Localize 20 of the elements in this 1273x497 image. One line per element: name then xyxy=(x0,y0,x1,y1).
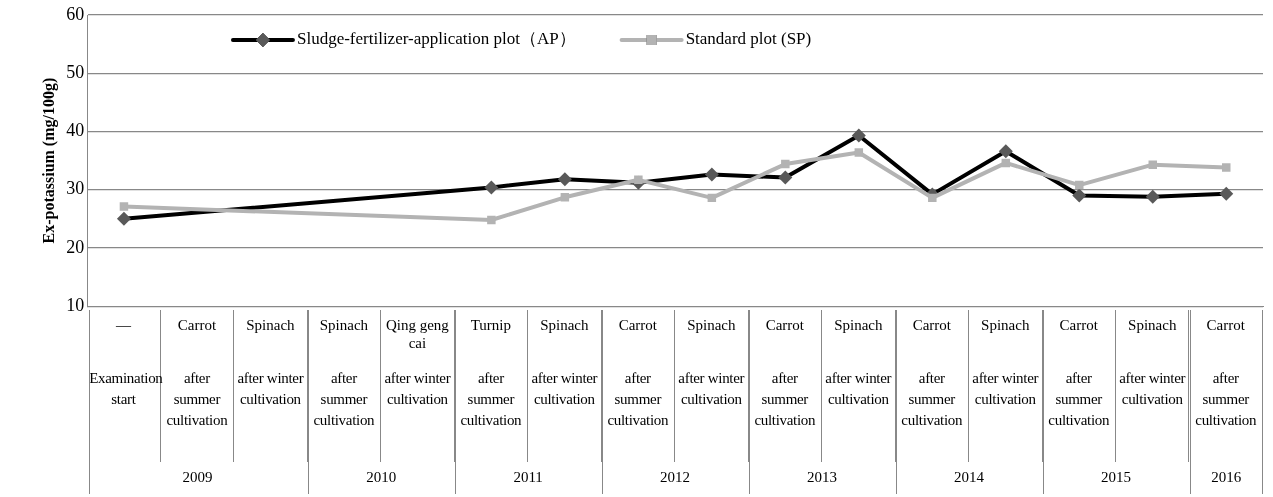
y-tick-label: 20 xyxy=(66,236,85,257)
point xyxy=(781,159,790,169)
point xyxy=(928,193,937,203)
legend-label: Standard plot (SP) xyxy=(685,29,812,49)
point xyxy=(1148,160,1158,169)
y-tick-label: 30 xyxy=(66,178,85,199)
legend-label: Sludge-fertilizer-application plot（AP） xyxy=(296,29,576,49)
point xyxy=(119,202,129,211)
point xyxy=(487,215,496,225)
y-tick-label: 50 xyxy=(66,61,85,82)
y-tick-label: 60 xyxy=(66,3,85,24)
point xyxy=(560,193,570,202)
y-axis-title: Ex-potassium (mg/100g) xyxy=(39,77,58,244)
point xyxy=(1222,163,1231,172)
y-tick-label: 40 xyxy=(66,120,85,141)
point xyxy=(634,175,643,185)
point xyxy=(854,148,864,157)
y-tick-label: 10 xyxy=(66,294,85,315)
category-table: — Examination start Carrot after summer cultivation Spinach after winter cultivation Spinach after summer cultivation Qing geng cai after winter cultivation Turnip after summer cultivation Spinach after winter cultivation Carrot after summer cultivation Spinach after winter cultivation Carrot after summer cultivation Spinach after winter cultivation Carrot after summer cultivation Spinach after winter cultivation Carrot after summer cultivation Spinach after winter cultivation Carrot after summer cultivation 2009 2010 2011 2012 2013 2014 2015 2016 xyxy=(87,310,1263,497)
point xyxy=(1075,180,1084,190)
